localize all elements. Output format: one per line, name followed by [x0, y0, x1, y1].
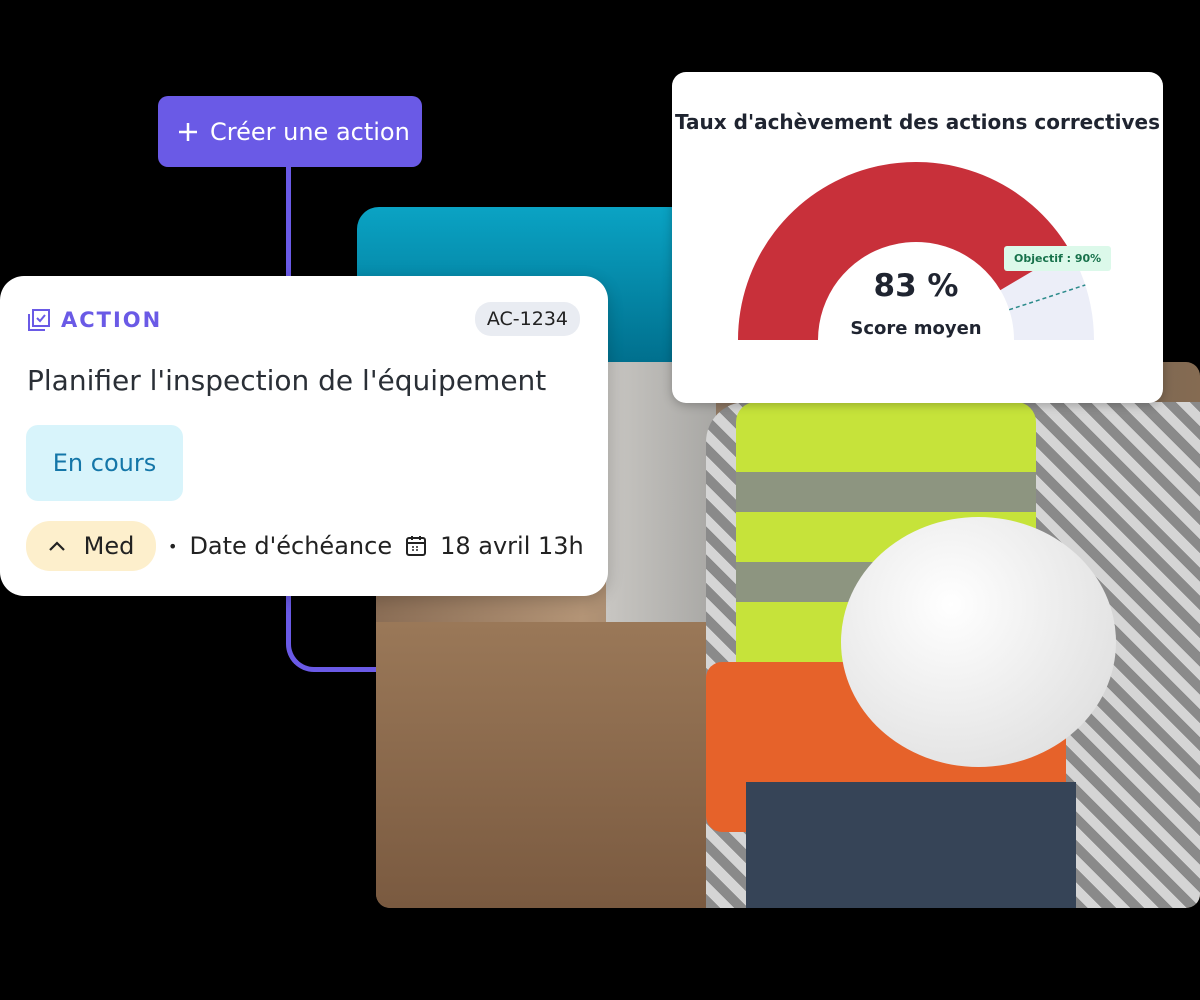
gauge-card: Taux d'achèvement des actions corrective…	[672, 72, 1163, 403]
create-action-button[interactable]: Créer une action	[158, 96, 422, 167]
chevron-up-icon	[48, 541, 65, 551]
separator-dot: •	[168, 536, 178, 556]
action-card[interactable]: ACTION AC-1234 Planifier l'inspection de…	[0, 276, 608, 596]
gauge-chart	[738, 162, 1094, 340]
due-date: 18 avril 13h	[440, 532, 584, 560]
action-id-badge: AC-1234	[474, 302, 580, 336]
gauge-fill	[738, 162, 1070, 340]
create-action-label: Créer une action	[210, 117, 410, 146]
target-line	[1008, 284, 1086, 311]
priority-label: Med	[83, 532, 135, 560]
status-badge[interactable]: En cours	[26, 425, 183, 501]
priority-badge[interactable]: Med	[26, 521, 156, 571]
plus-icon	[179, 122, 197, 141]
action-type-label: ACTION	[61, 308, 163, 332]
action-title: Planifier l'inspection de l'équipement	[27, 364, 547, 397]
gauge-title: Taux d'achèvement des actions corrective…	[674, 110, 1161, 134]
due-label: Date d'échéance	[189, 532, 393, 560]
gauge-label: Score moyen	[850, 318, 982, 339]
target-badge: Objectif : 90%	[1004, 246, 1112, 271]
gauge-value: 83 %	[873, 268, 959, 304]
worker-photo	[376, 362, 1200, 908]
checklist-icon	[28, 309, 50, 331]
calendar-icon	[406, 536, 427, 556]
